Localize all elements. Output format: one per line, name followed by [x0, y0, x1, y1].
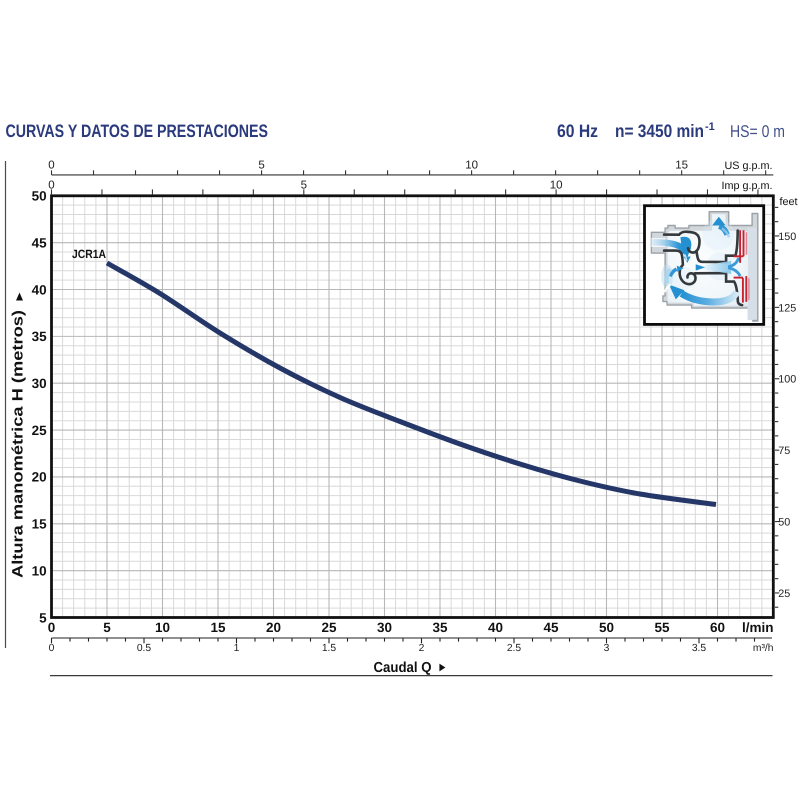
- svg-text:20: 20: [32, 470, 47, 485]
- svg-text:5: 5: [103, 620, 111, 635]
- svg-text:35: 35: [432, 620, 448, 635]
- svg-text:35: 35: [32, 329, 48, 344]
- svg-text:60: 60: [710, 620, 725, 635]
- svg-text:JCR1A: JCR1A: [72, 247, 106, 261]
- svg-text:feet: feet: [780, 196, 798, 208]
- svg-text:5: 5: [301, 180, 307, 192]
- svg-text:3: 3: [604, 643, 610, 654]
- svg-text:40: 40: [32, 282, 47, 297]
- svg-text:1: 1: [234, 643, 240, 654]
- svg-text:25: 25: [32, 423, 48, 438]
- svg-text:HS= 0 m: HS= 0 m: [730, 122, 785, 141]
- svg-text:15: 15: [210, 620, 226, 635]
- svg-text:100: 100: [778, 374, 796, 386]
- svg-text:125: 125: [778, 302, 796, 314]
- svg-text:n= 3450 min: n= 3450 min: [615, 121, 704, 141]
- svg-text:25: 25: [778, 588, 790, 600]
- svg-text:0: 0: [49, 643, 55, 654]
- svg-text:10: 10: [155, 620, 170, 635]
- svg-text:30: 30: [377, 620, 392, 635]
- svg-text:0: 0: [48, 620, 56, 635]
- svg-text:5: 5: [39, 610, 47, 625]
- svg-text:10: 10: [550, 180, 563, 192]
- svg-text:50: 50: [599, 620, 614, 635]
- svg-text:2: 2: [419, 643, 425, 654]
- svg-text:75: 75: [778, 445, 790, 457]
- svg-text:m³/h: m³/h: [753, 643, 774, 654]
- svg-text:1.5: 1.5: [322, 643, 337, 654]
- svg-text:3.5: 3.5: [692, 643, 707, 654]
- svg-text:50: 50: [778, 516, 790, 528]
- svg-text:0.5: 0.5: [137, 643, 152, 654]
- svg-text:40: 40: [488, 620, 503, 635]
- svg-text:10: 10: [465, 160, 478, 172]
- svg-text:60 Hz: 60 Hz: [557, 121, 598, 141]
- svg-text:30: 30: [32, 376, 47, 391]
- svg-text:Altura manométrica H (metros): Altura manométrica H (metros): [10, 310, 27, 578]
- svg-text:150: 150: [778, 231, 796, 243]
- svg-text:45: 45: [543, 620, 559, 635]
- svg-text:20: 20: [266, 620, 281, 635]
- svg-text:l/min: l/min: [742, 620, 774, 635]
- svg-text:55: 55: [654, 620, 670, 635]
- svg-text:US g.p.m.: US g.p.m.: [724, 160, 772, 172]
- svg-text:0: 0: [48, 180, 54, 192]
- svg-text:50: 50: [32, 189, 47, 204]
- svg-text:0: 0: [48, 160, 54, 172]
- svg-text:-1: -1: [705, 121, 715, 133]
- svg-text:15: 15: [32, 517, 48, 532]
- svg-text:45: 45: [32, 235, 48, 250]
- svg-text:CURVAS Y DATOS DE PRESTACIONES: CURVAS Y DATOS DE PRESTACIONES: [6, 121, 269, 141]
- svg-text:15: 15: [675, 160, 688, 172]
- svg-text:25: 25: [321, 620, 337, 635]
- svg-text:Imp g.p.m.: Imp g.p.m.: [721, 180, 772, 192]
- svg-text:2.5: 2.5: [507, 643, 522, 654]
- svg-text:10: 10: [32, 563, 47, 578]
- svg-text:5: 5: [258, 160, 264, 172]
- svg-text:Caudal Q: Caudal Q: [374, 660, 432, 676]
